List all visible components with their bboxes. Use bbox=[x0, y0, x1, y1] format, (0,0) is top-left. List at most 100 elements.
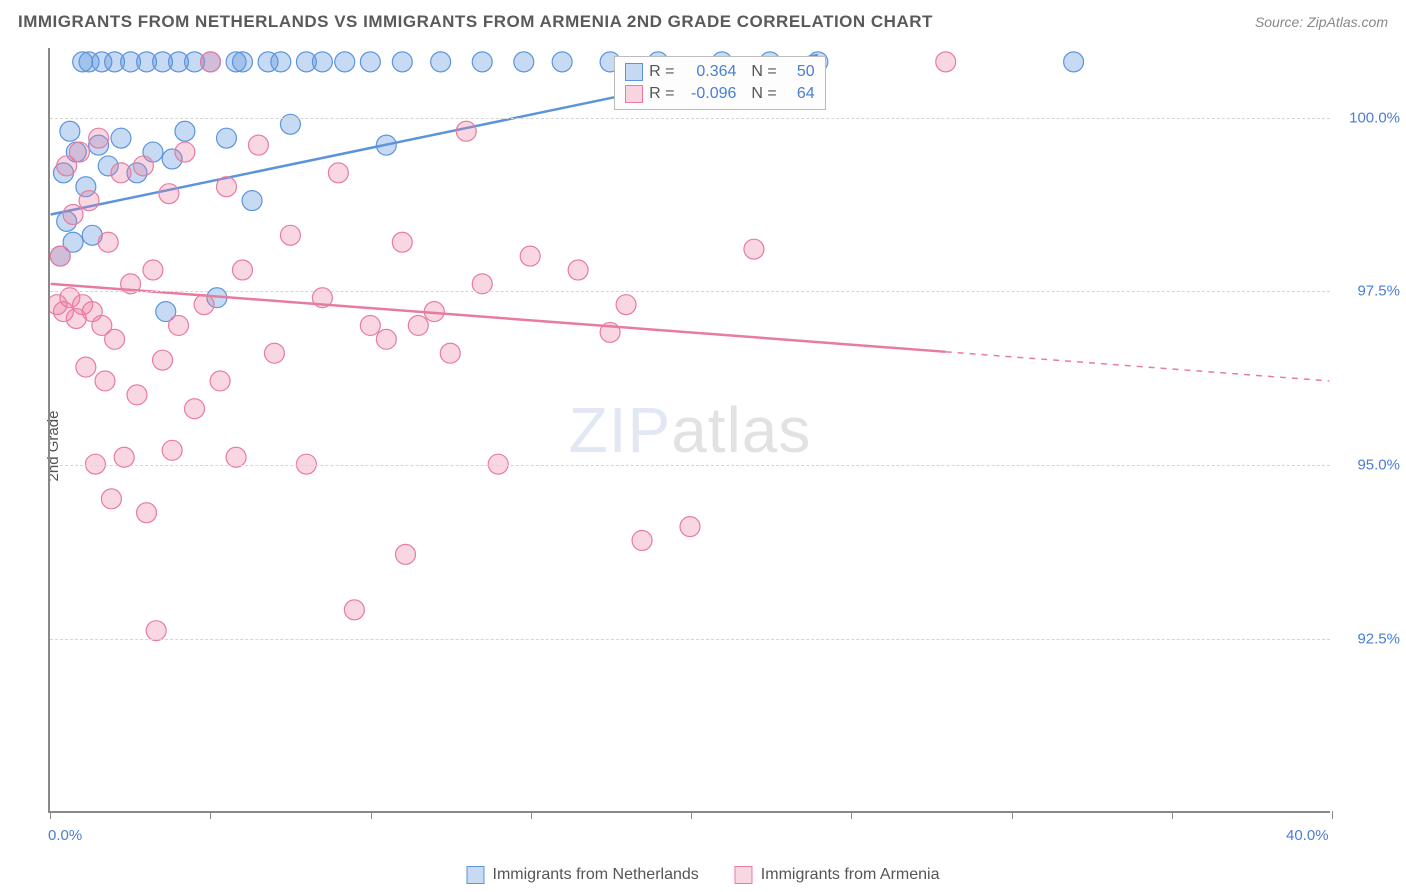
data-point bbox=[296, 454, 316, 474]
gridline bbox=[50, 118, 1330, 119]
data-point bbox=[153, 350, 173, 370]
data-point bbox=[242, 191, 262, 211]
data-point bbox=[271, 52, 291, 72]
x-tick bbox=[851, 811, 852, 819]
y-tick-label: 95.0% bbox=[1357, 457, 1400, 474]
y-tick-label: 100.0% bbox=[1349, 109, 1400, 126]
data-point bbox=[63, 204, 83, 224]
data-point bbox=[335, 52, 355, 72]
chart-title: IMMIGRANTS FROM NETHERLANDS VS IMMIGRANT… bbox=[18, 12, 933, 32]
data-point bbox=[431, 52, 451, 72]
x-tick bbox=[1332, 811, 1333, 819]
data-point bbox=[376, 329, 396, 349]
x-tick bbox=[691, 811, 692, 819]
data-point bbox=[744, 239, 764, 259]
data-point bbox=[143, 260, 163, 280]
stats-swatch bbox=[625, 85, 643, 103]
data-point bbox=[101, 489, 121, 509]
data-point bbox=[69, 142, 89, 162]
data-point bbox=[98, 232, 118, 252]
data-point bbox=[232, 52, 252, 72]
data-point bbox=[632, 531, 652, 551]
chart-plot-area: ZIPatlas R = 0.364 N = 50 R = -0.096 N =… bbox=[48, 48, 1330, 813]
data-point bbox=[85, 454, 105, 474]
data-point bbox=[408, 315, 428, 335]
data-point bbox=[312, 52, 332, 72]
data-point bbox=[133, 156, 153, 176]
x-tick bbox=[371, 811, 372, 819]
data-point bbox=[328, 163, 348, 183]
x-axis-min-label: 0.0% bbox=[48, 827, 82, 844]
legend-swatch bbox=[735, 866, 753, 884]
legend-item: Immigrants from Armenia bbox=[735, 866, 940, 884]
data-point bbox=[201, 52, 221, 72]
data-point bbox=[360, 315, 380, 335]
data-point bbox=[936, 52, 956, 72]
x-axis-max-label: 40.0% bbox=[1286, 827, 1329, 844]
data-point bbox=[248, 135, 268, 155]
x-tick bbox=[210, 811, 211, 819]
data-point bbox=[616, 295, 636, 315]
data-point bbox=[456, 121, 476, 141]
x-tick bbox=[1172, 811, 1173, 819]
stats-n-label: N = bbox=[742, 63, 776, 81]
stats-row: R = 0.364 N = 50 bbox=[625, 61, 815, 83]
data-point bbox=[552, 52, 572, 72]
data-point bbox=[175, 121, 195, 141]
data-point bbox=[440, 343, 460, 363]
data-point bbox=[472, 52, 492, 72]
chart-header: IMMIGRANTS FROM NETHERLANDS VS IMMIGRANT… bbox=[18, 12, 1388, 32]
data-point bbox=[264, 343, 284, 363]
data-point bbox=[159, 184, 179, 204]
data-point bbox=[232, 260, 252, 280]
legend-item: Immigrants from Netherlands bbox=[466, 866, 698, 884]
data-point bbox=[392, 52, 412, 72]
y-tick-label: 97.5% bbox=[1357, 283, 1400, 300]
data-point bbox=[175, 142, 195, 162]
stats-row: R = -0.096 N = 64 bbox=[625, 83, 815, 105]
data-point bbox=[60, 121, 80, 141]
data-point bbox=[210, 371, 230, 391]
data-point bbox=[514, 52, 534, 72]
data-point bbox=[185, 399, 205, 419]
data-point bbox=[194, 295, 214, 315]
data-point bbox=[1064, 52, 1084, 72]
data-point bbox=[226, 447, 246, 467]
data-point bbox=[169, 315, 189, 335]
correlation-stats-box: R = 0.364 N = 50 R = -0.096 N = 64 bbox=[614, 56, 826, 110]
data-point bbox=[146, 621, 166, 641]
gridline bbox=[50, 465, 1330, 466]
stats-r-label: R = bbox=[649, 63, 674, 81]
bottom-legend: Immigrants from Netherlands Immigrants fr… bbox=[466, 866, 939, 884]
data-point bbox=[680, 517, 700, 537]
data-point bbox=[392, 232, 412, 252]
data-point bbox=[137, 503, 157, 523]
data-point bbox=[114, 447, 134, 467]
regression-line-extrapolated bbox=[946, 352, 1330, 381]
stats-r-value: 0.364 bbox=[680, 63, 736, 81]
stats-r-value: -0.096 bbox=[680, 85, 736, 103]
data-point bbox=[344, 600, 364, 620]
data-point bbox=[127, 385, 147, 405]
data-point bbox=[217, 128, 237, 148]
legend-label: Immigrants from Netherlands bbox=[492, 866, 698, 884]
data-point bbox=[488, 454, 508, 474]
data-point bbox=[105, 329, 125, 349]
data-point bbox=[111, 163, 131, 183]
data-point bbox=[76, 357, 96, 377]
source-label: Source: ZipAtlas.com bbox=[1255, 14, 1388, 30]
data-point bbox=[162, 440, 182, 460]
data-point bbox=[89, 128, 109, 148]
stats-n-value: 50 bbox=[783, 63, 815, 81]
data-point bbox=[280, 225, 300, 245]
data-point bbox=[360, 52, 380, 72]
data-point bbox=[50, 246, 70, 266]
stats-n-value: 64 bbox=[783, 85, 815, 103]
x-tick bbox=[531, 811, 532, 819]
stats-r-label: R = bbox=[649, 85, 674, 103]
x-tick bbox=[1012, 811, 1013, 819]
data-point bbox=[568, 260, 588, 280]
y-tick-label: 92.5% bbox=[1357, 631, 1400, 648]
data-point bbox=[79, 191, 99, 211]
data-point bbox=[396, 544, 416, 564]
